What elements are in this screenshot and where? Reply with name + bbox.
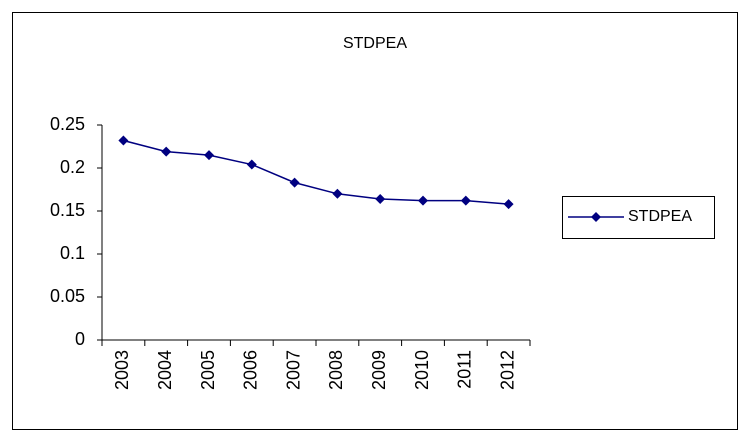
- point-marker: [118, 135, 129, 146]
- x-tick-label: 2007: [283, 350, 303, 390]
- point-marker: [289, 177, 300, 188]
- point-marker: [418, 195, 428, 206]
- x-tick-label: 2006: [241, 350, 261, 390]
- point-marker: [460, 195, 471, 206]
- point-marker: [161, 146, 172, 157]
- point-marker: [332, 188, 343, 199]
- x-tick-label: 2008: [326, 350, 346, 390]
- chart-title: STDPEA: [343, 35, 407, 52]
- x-tick-label: 2004: [155, 350, 175, 390]
- y-tick-label: 0.2: [60, 157, 85, 177]
- y-tick-label: 0.25: [50, 114, 85, 134]
- point-marker: [375, 193, 386, 204]
- series-line: [123, 139, 509, 205]
- x-tick-label: 2009: [369, 350, 389, 390]
- legend-label: STDPEA: [628, 208, 692, 225]
- x-tick-label: 2003: [112, 350, 132, 390]
- point-marker: [503, 199, 514, 210]
- point-marker: [204, 150, 214, 161]
- point-marker: [246, 159, 257, 170]
- legend-marker: [591, 212, 601, 222]
- y-tick-label: 0.05: [50, 286, 85, 306]
- y-tick-label: 0: [75, 329, 85, 349]
- x-tick-label: 2011: [455, 350, 475, 389]
- y-tick-label: 0.1: [60, 243, 85, 263]
- x-tick-label: 2005: [198, 350, 218, 390]
- x-tick-label: 2012: [497, 350, 517, 390]
- y-tick-label: 0.15: [50, 200, 85, 220]
- x-tick-label: 2010: [412, 350, 432, 390]
